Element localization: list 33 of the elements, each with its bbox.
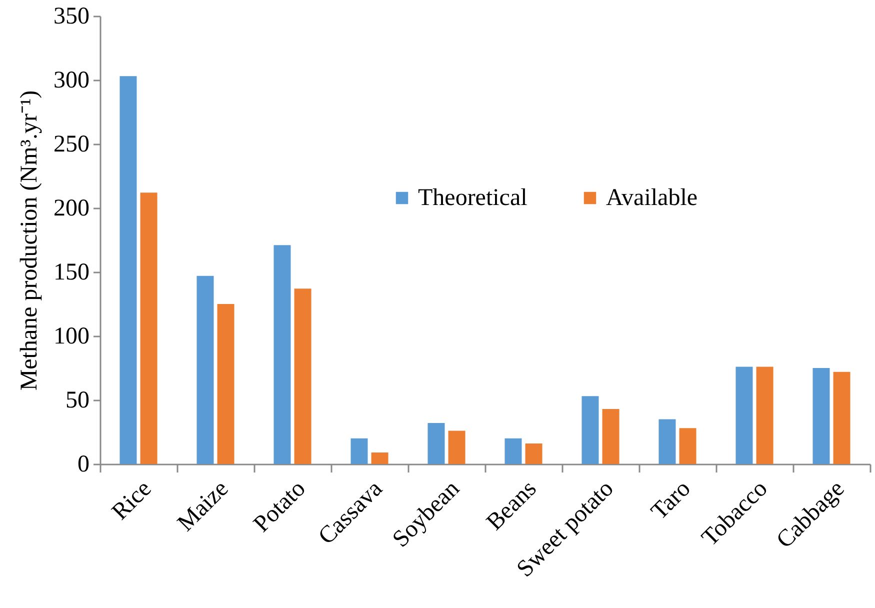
- bar: [525, 444, 542, 464]
- y-tick-label: 50: [66, 388, 90, 414]
- bar: [582, 396, 599, 464]
- x-tick-label: Taro: [646, 476, 696, 526]
- bar: [833, 372, 850, 464]
- y-tick-label: 0: [78, 452, 90, 478]
- x-tick-label: Rice: [107, 476, 157, 526]
- y-axis-title: Methane production (Nm³.yr⁻¹): [16, 90, 42, 391]
- legend-label: Theoretical: [418, 185, 528, 211]
- bar: [371, 452, 388, 464]
- y-tick-label: 350: [54, 4, 90, 30]
- bar: [736, 366, 753, 464]
- y-tick-label: 100: [54, 324, 90, 350]
- bar: [217, 304, 234, 464]
- bar: [658, 419, 676, 464]
- y-tick-label: 250: [54, 132, 90, 158]
- bar: [756, 366, 774, 464]
- bar: [679, 428, 696, 464]
- bar: [428, 423, 445, 464]
- bar: [140, 192, 158, 464]
- y-tick-label: 200: [54, 196, 90, 222]
- bar: [350, 438, 368, 464]
- bar: [274, 245, 291, 464]
- legend-label: Available: [606, 185, 698, 211]
- bar: [294, 288, 312, 464]
- bar: [812, 368, 830, 464]
- bar: [120, 76, 137, 464]
- bar: [196, 276, 214, 464]
- bar: [602, 408, 620, 464]
- y-tick-label: 150: [54, 260, 90, 286]
- bar: [448, 430, 466, 464]
- bar: [504, 438, 522, 464]
- y-tick-label: 300: [54, 68, 90, 94]
